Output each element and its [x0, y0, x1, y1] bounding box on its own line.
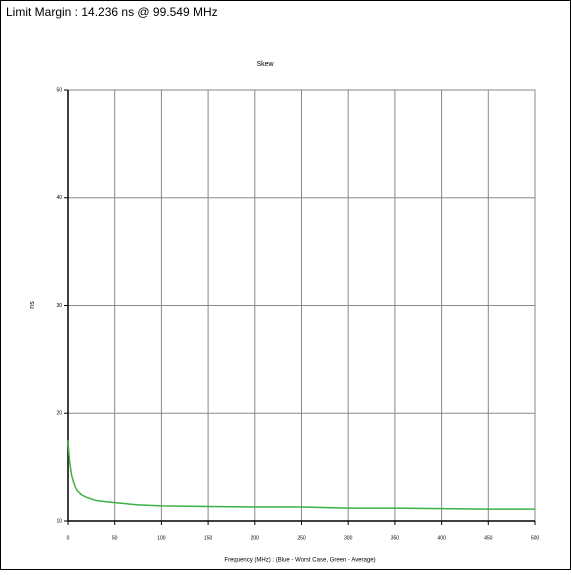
- x-tick-label: 150: [204, 535, 213, 541]
- y-axis-label: ns: [29, 301, 36, 309]
- x-tick-label: 500: [531, 535, 540, 541]
- x-tick-label: 450: [484, 535, 493, 541]
- y-tick-label: 30: [56, 303, 62, 309]
- header: Limit Margin : 14.236 ns @ 99.549 MHz: [6, 5, 218, 19]
- y-tick-label: 20: [56, 411, 62, 417]
- x-tick-label: 350: [391, 535, 400, 541]
- x-tick-label: 100: [157, 535, 166, 541]
- series-line: [67, 440, 535, 510]
- y-tick-label: 10: [56, 518, 62, 524]
- y-tick-label: 50: [56, 87, 62, 93]
- x-tick-label: 50: [112, 535, 118, 541]
- x-tick-label: 0: [67, 535, 70, 541]
- y-tick-label: 40: [56, 195, 62, 201]
- x-tick-label: 300: [344, 535, 353, 541]
- chart-title: Skew: [256, 61, 274, 68]
- x-axis-label: Frequency (MHz) : (Blue - Worst Case, Gr…: [224, 558, 375, 564]
- x-tick-label: 400: [437, 535, 446, 541]
- x-tick-label: 200: [251, 535, 260, 541]
- x-tick-label: 250: [297, 535, 306, 541]
